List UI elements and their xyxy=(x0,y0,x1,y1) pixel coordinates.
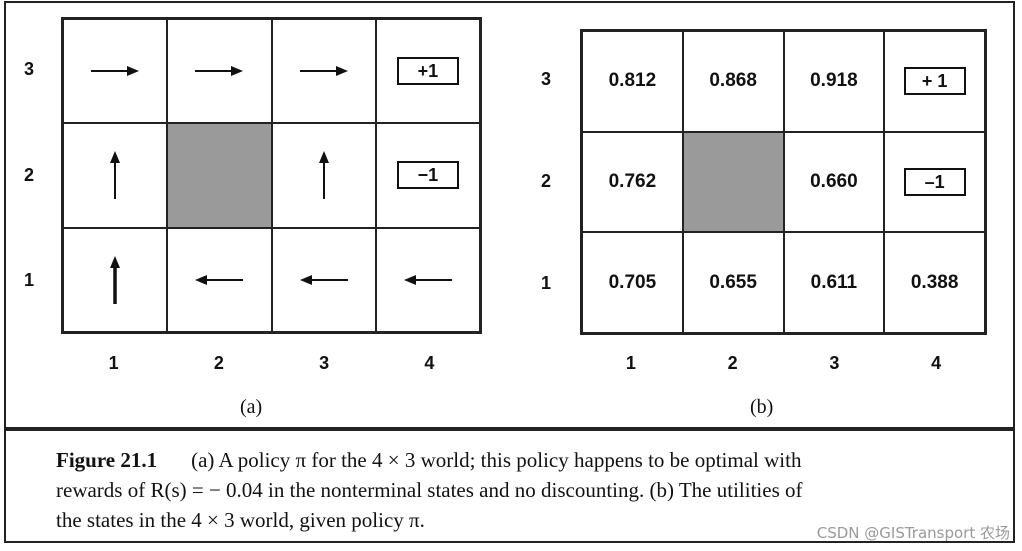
utility-cell: 0.868 xyxy=(682,31,784,132)
caption-line-2: rewards of R(s) = − 0.04 in the nontermi… xyxy=(56,478,803,502)
utility-value: 0.388 xyxy=(910,271,959,293)
row-label: 1 xyxy=(541,273,552,293)
policy-cell xyxy=(63,123,168,228)
column-label: 2 xyxy=(213,353,224,373)
left-arrow-icon xyxy=(403,274,452,285)
panel-b-sublabel: (b) xyxy=(750,396,774,418)
caption-text-1: (a) A policy π for the 4 × 3 world; this… xyxy=(191,448,802,472)
policy-grid: +1 −1 xyxy=(61,17,482,334)
caption-line-1: Figure 21.1 (a) A policy π for the 4 × 3 … xyxy=(56,445,986,475)
policy-cell xyxy=(271,123,376,228)
up-arrow-icon xyxy=(110,255,121,304)
utility-cell: 0.388 xyxy=(884,232,985,333)
policy-cell xyxy=(63,19,168,124)
utility-value: 0.660 xyxy=(810,170,858,192)
column-label: 3 xyxy=(319,353,330,373)
left-arrow-icon xyxy=(195,274,244,285)
utility-cell: 0.812 xyxy=(582,31,683,132)
utility-value: 0.705 xyxy=(608,271,657,293)
policy-cell xyxy=(271,227,376,332)
wall-cell xyxy=(682,131,784,233)
utility-cell: 0.660 xyxy=(783,131,885,233)
column-label: 4 xyxy=(931,353,942,373)
wall-cell xyxy=(167,123,272,228)
up-arrow-icon xyxy=(110,151,121,200)
row-label: 2 xyxy=(24,164,35,185)
column-label: 4 xyxy=(424,353,435,373)
policy-cell xyxy=(375,227,480,332)
utility-value: 0.918 xyxy=(810,70,858,92)
row-label: 3 xyxy=(541,69,552,89)
watermark: CSDN @GISTransport 农场 xyxy=(816,524,1010,542)
column-label: 3 xyxy=(829,353,840,373)
utility-cell: 0.655 xyxy=(682,232,784,333)
policy-cell xyxy=(63,227,168,332)
policy-cell xyxy=(167,227,272,332)
column-label: 2 xyxy=(727,353,738,373)
policy-cell xyxy=(271,19,376,124)
utility-cell: 0.611 xyxy=(783,232,885,333)
left-arrow-icon xyxy=(299,274,348,285)
terminal-cell: –1 xyxy=(884,131,985,233)
column-label: 1 xyxy=(108,353,119,373)
figure-frame xyxy=(4,1,1015,543)
row-label: 1 xyxy=(24,270,35,291)
caption-divider xyxy=(4,427,1015,431)
row-label: 2 xyxy=(541,171,552,191)
up-arrow-icon xyxy=(318,151,329,200)
figure-label: Figure 21.1 xyxy=(56,448,158,472)
utility-value: 0.868 xyxy=(709,70,757,92)
right-arrow-icon xyxy=(91,66,140,77)
utility-value: 0.655 xyxy=(709,271,757,293)
terminal-cell: −1 xyxy=(375,123,480,228)
utility-cell: 0.705 xyxy=(582,232,683,333)
terminal-reward-box: + 1 xyxy=(903,67,966,96)
utility-grid: 0.812 0.868 0.918 + 1 0.762 0.660 –1 0.705 0.655… xyxy=(580,29,987,335)
right-arrow-icon xyxy=(299,66,348,77)
terminal-reward-box: –1 xyxy=(903,167,966,196)
utility-value: 0.611 xyxy=(810,271,858,293)
terminal-reward-box: −1 xyxy=(396,161,459,190)
utility-cell: 0.918 xyxy=(783,31,885,132)
row-label: 3 xyxy=(24,58,35,79)
terminal-reward-box: +1 xyxy=(396,57,459,86)
terminal-cell: +1 xyxy=(375,19,480,124)
column-label: 1 xyxy=(625,353,636,373)
policy-cell xyxy=(167,19,272,124)
caption-line-3: the states in the 4 × 3 world, given pol… xyxy=(56,508,425,532)
figure-caption: Figure 21.1 (a) A policy π for the 4 × 3 … xyxy=(56,445,986,535)
utility-value: 0.762 xyxy=(608,170,657,192)
right-arrow-icon xyxy=(195,66,244,77)
terminal-cell: + 1 xyxy=(884,31,985,132)
utility-value: 0.812 xyxy=(608,70,657,92)
panel-a-sublabel: (a) xyxy=(240,396,263,418)
utility-cell: 0.762 xyxy=(582,131,683,233)
